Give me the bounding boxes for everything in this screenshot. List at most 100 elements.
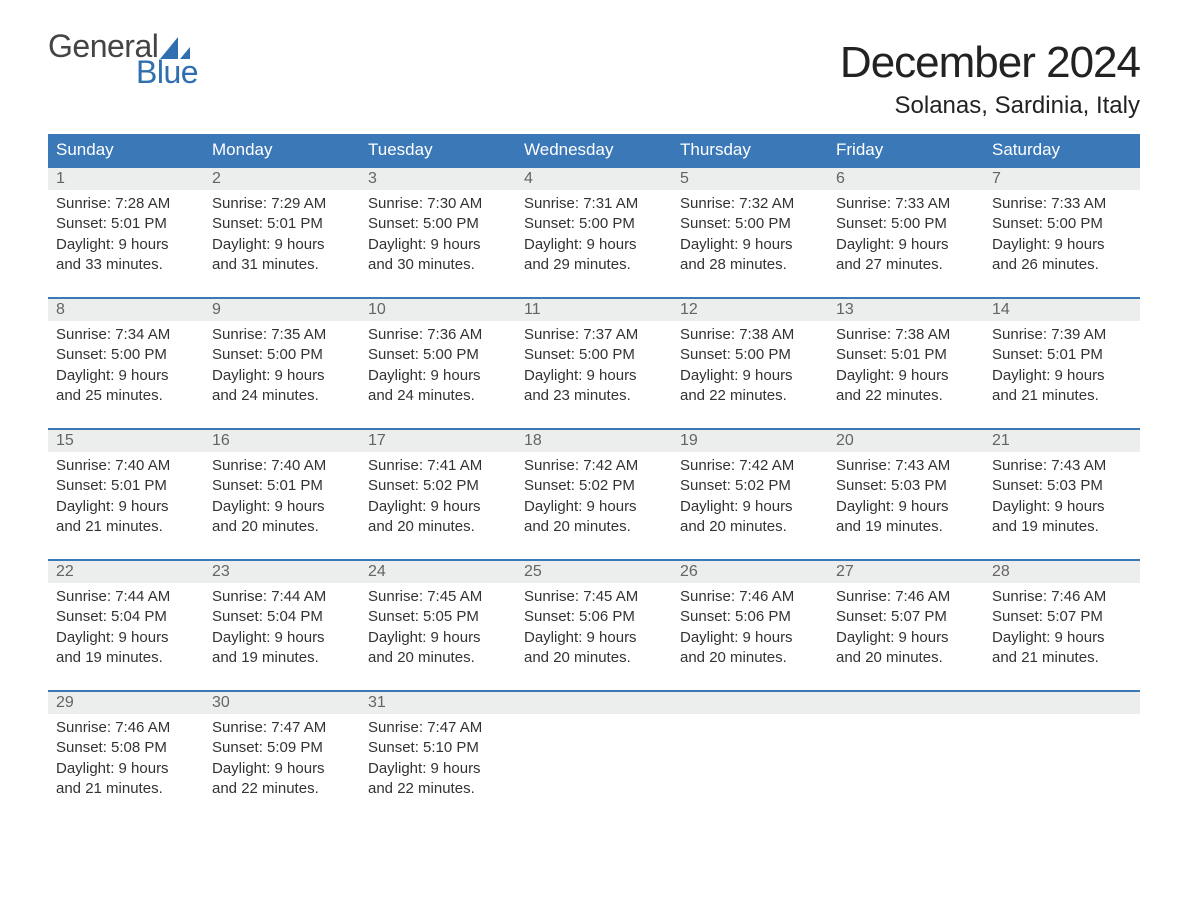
calendar-day: 4Sunrise: 7:31 AMSunset: 5:00 PMDaylight…: [516, 168, 672, 283]
day-number: 21: [984, 430, 1140, 452]
day-number: 18: [516, 430, 672, 452]
calendar-week: 29Sunrise: 7:46 AMSunset: 5:08 PMDayligh…: [48, 690, 1140, 807]
days-of-week-header: SundayMondayTuesdayWednesdayThursdayFrid…: [48, 134, 1140, 166]
d2-text: and 26 minutes.: [992, 255, 1132, 275]
d1-text: Daylight: 9 hours: [524, 235, 664, 255]
d2-text: and 29 minutes.: [524, 255, 664, 275]
d2-text: and 33 minutes.: [56, 255, 196, 275]
calendar-day: 10Sunrise: 7:36 AMSunset: 5:00 PMDayligh…: [360, 299, 516, 414]
dow-cell: Saturday: [984, 134, 1140, 166]
sunset-text: Sunset: 5:07 PM: [992, 607, 1132, 627]
calendar-day: 3Sunrise: 7:30 AMSunset: 5:00 PMDaylight…: [360, 168, 516, 283]
sunset-text: Sunset: 5:00 PM: [212, 345, 352, 365]
d2-text: and 20 minutes.: [368, 517, 508, 537]
calendar-day: [984, 692, 1140, 807]
calendar-day: 7Sunrise: 7:33 AMSunset: 5:00 PMDaylight…: [984, 168, 1140, 283]
d1-text: Daylight: 9 hours: [836, 628, 976, 648]
day-number: 28: [984, 561, 1140, 583]
sunrise-text: Sunrise: 7:40 AM: [56, 456, 196, 476]
sunset-text: Sunset: 5:10 PM: [368, 738, 508, 758]
d1-text: Daylight: 9 hours: [680, 628, 820, 648]
sunset-text: Sunset: 5:03 PM: [992, 476, 1132, 496]
d1-text: Daylight: 9 hours: [836, 497, 976, 517]
calendar-week: 8Sunrise: 7:34 AMSunset: 5:00 PMDaylight…: [48, 297, 1140, 414]
day-number: 10: [360, 299, 516, 321]
day-number: 14: [984, 299, 1140, 321]
sunset-text: Sunset: 5:06 PM: [680, 607, 820, 627]
d2-text: and 24 minutes.: [212, 386, 352, 406]
sunrise-text: Sunrise: 7:47 AM: [368, 718, 508, 738]
sunset-text: Sunset: 5:06 PM: [524, 607, 664, 627]
d1-text: Daylight: 9 hours: [56, 759, 196, 779]
sunrise-text: Sunrise: 7:36 AM: [368, 325, 508, 345]
d1-text: Daylight: 9 hours: [212, 759, 352, 779]
sunrise-text: Sunrise: 7:38 AM: [680, 325, 820, 345]
d1-text: Daylight: 9 hours: [680, 366, 820, 386]
calendar-day: 19Sunrise: 7:42 AMSunset: 5:02 PMDayligh…: [672, 430, 828, 545]
d2-text: and 20 minutes.: [680, 517, 820, 537]
calendar-day: [516, 692, 672, 807]
sunset-text: Sunset: 5:01 PM: [836, 345, 976, 365]
d1-text: Daylight: 9 hours: [680, 235, 820, 255]
d2-text: and 19 minutes.: [836, 517, 976, 537]
sunrise-text: Sunrise: 7:42 AM: [524, 456, 664, 476]
day-number: 4: [516, 168, 672, 190]
day-number: 12: [672, 299, 828, 321]
sunrise-text: Sunrise: 7:46 AM: [836, 587, 976, 607]
location-subtitle: Solanas, Sardinia, Italy: [48, 92, 1140, 120]
sunrise-text: Sunrise: 7:28 AM: [56, 194, 196, 214]
d1-text: Daylight: 9 hours: [836, 235, 976, 255]
sunset-text: Sunset: 5:00 PM: [56, 345, 196, 365]
sunrise-text: Sunrise: 7:40 AM: [212, 456, 352, 476]
calendar-day: 6Sunrise: 7:33 AMSunset: 5:00 PMDaylight…: [828, 168, 984, 283]
day-number: 26: [672, 561, 828, 583]
day-number: 1: [48, 168, 204, 190]
d1-text: Daylight: 9 hours: [56, 628, 196, 648]
day-number: 11: [516, 299, 672, 321]
d2-text: and 21 minutes.: [992, 386, 1132, 406]
calendar-day: 14Sunrise: 7:39 AMSunset: 5:01 PMDayligh…: [984, 299, 1140, 414]
day-number: 16: [204, 430, 360, 452]
d2-text: and 28 minutes.: [680, 255, 820, 275]
sunset-text: Sunset: 5:08 PM: [56, 738, 196, 758]
dow-cell: Monday: [204, 134, 360, 166]
d2-text: and 23 minutes.: [524, 386, 664, 406]
sunset-text: Sunset: 5:03 PM: [836, 476, 976, 496]
calendar-day: 9Sunrise: 7:35 AMSunset: 5:00 PMDaylight…: [204, 299, 360, 414]
dow-cell: Friday: [828, 134, 984, 166]
d1-text: Daylight: 9 hours: [212, 235, 352, 255]
sunrise-text: Sunrise: 7:46 AM: [992, 587, 1132, 607]
day-number: 6: [828, 168, 984, 190]
sunrise-text: Sunrise: 7:39 AM: [992, 325, 1132, 345]
logo: General Blue: [48, 30, 198, 88]
dow-cell: Tuesday: [360, 134, 516, 166]
day-number: [828, 692, 984, 714]
sunrise-text: Sunrise: 7:31 AM: [524, 194, 664, 214]
calendar-day: 24Sunrise: 7:45 AMSunset: 5:05 PMDayligh…: [360, 561, 516, 676]
day-number: 8: [48, 299, 204, 321]
sunrise-text: Sunrise: 7:42 AM: [680, 456, 820, 476]
sunset-text: Sunset: 5:01 PM: [56, 214, 196, 234]
d2-text: and 20 minutes.: [212, 517, 352, 537]
d1-text: Daylight: 9 hours: [524, 366, 664, 386]
sunrise-text: Sunrise: 7:43 AM: [992, 456, 1132, 476]
d1-text: Daylight: 9 hours: [212, 366, 352, 386]
calendar-day: 21Sunrise: 7:43 AMSunset: 5:03 PMDayligh…: [984, 430, 1140, 545]
d1-text: Daylight: 9 hours: [368, 497, 508, 517]
d1-text: Daylight: 9 hours: [368, 628, 508, 648]
d1-text: Daylight: 9 hours: [836, 366, 976, 386]
d2-text: and 20 minutes.: [368, 648, 508, 668]
sunset-text: Sunset: 5:04 PM: [56, 607, 196, 627]
d1-text: Daylight: 9 hours: [524, 628, 664, 648]
sunset-text: Sunset: 5:02 PM: [524, 476, 664, 496]
sunset-text: Sunset: 5:00 PM: [992, 214, 1132, 234]
d1-text: Daylight: 9 hours: [524, 497, 664, 517]
sunrise-text: Sunrise: 7:32 AM: [680, 194, 820, 214]
calendar-week: 22Sunrise: 7:44 AMSunset: 5:04 PMDayligh…: [48, 559, 1140, 676]
calendar-day: 30Sunrise: 7:47 AMSunset: 5:09 PMDayligh…: [204, 692, 360, 807]
sunset-text: Sunset: 5:01 PM: [992, 345, 1132, 365]
calendar-day: 1Sunrise: 7:28 AMSunset: 5:01 PMDaylight…: [48, 168, 204, 283]
sunset-text: Sunset: 5:00 PM: [680, 345, 820, 365]
day-number: 22: [48, 561, 204, 583]
d2-text: and 19 minutes.: [212, 648, 352, 668]
